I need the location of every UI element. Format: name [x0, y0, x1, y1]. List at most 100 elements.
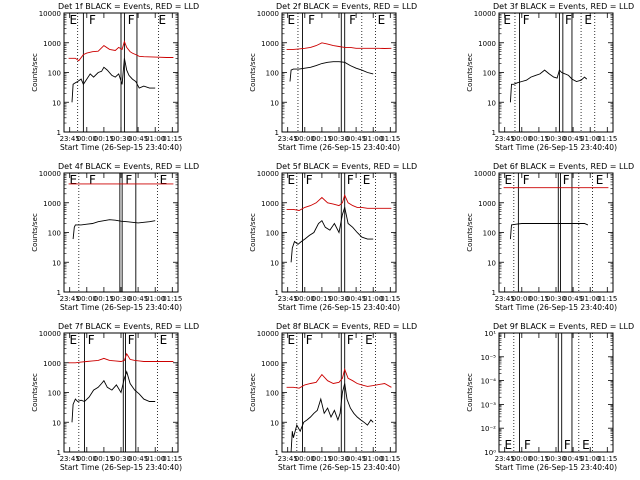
x-tick-label: 23:45 [60, 135, 80, 143]
plot-frame [281, 12, 397, 133]
y-tick-label: 100 [48, 70, 61, 78]
orbit-marker: F [349, 13, 356, 27]
orbit-marker: F [308, 13, 315, 27]
x-tick-label: 00:00 [295, 295, 315, 303]
x-tick-label: 23:45 [278, 135, 298, 143]
panel-title: Det 4f BLACK = Events, RED = LLD [58, 162, 199, 171]
orbit-marker: F [89, 13, 96, 27]
y-tick-label: 10⁻³ [481, 401, 497, 409]
panel-title: Det 8f BLACK = Events, RED = LLD [276, 322, 417, 331]
orbit-marker: F [128, 333, 135, 347]
y-axis-label: Counts/sec [249, 213, 257, 252]
x-tick-label: 23:45 [495, 455, 515, 463]
y-tick-label: 100 [483, 70, 496, 78]
y-tick-label: 10 [270, 99, 279, 107]
x-tick-label: 00:00 [295, 455, 315, 463]
lld-series-line [68, 40, 174, 62]
y-tick-label: 10000 [257, 10, 279, 18]
y-tick-label: 1000 [261, 360, 279, 368]
x-tick-label: 00:15 [312, 295, 332, 303]
y-tick-label: 100 [48, 230, 61, 238]
x-tick-label: 00:45 [563, 135, 583, 143]
x-tick-label: 00:15 [312, 135, 332, 143]
y-tick-label: 100 [483, 230, 496, 238]
x-axis-label: Start Time (26-Sep-15 23:40:40) [60, 303, 182, 312]
x-tick-label: 00:30 [111, 455, 131, 463]
orbit-marker: E [378, 13, 386, 27]
events-series-line [290, 205, 374, 263]
x-tick-label: 00:30 [111, 135, 131, 143]
y-tick-label: 1 [275, 289, 279, 297]
x-tick-label: 00:30 [329, 135, 349, 143]
x-axis-label: Start Time (26-Sep-15 23:40:40) [60, 463, 182, 472]
x-tick-label: 01:00 [363, 455, 383, 463]
events-series-line [290, 383, 374, 453]
events-series-line [509, 223, 589, 240]
y-tick-label: 10000 [39, 330, 61, 338]
x-axis-label: Start Time (26-Sep-15 23:40:40) [495, 303, 617, 312]
y-tick-label: 1 [275, 449, 279, 457]
x-tick-label: 00:15 [312, 455, 332, 463]
x-tick-label: 01:00 [145, 455, 165, 463]
y-tick-label: 1000 [478, 40, 496, 48]
y-tick-label: 10⁰ [484, 449, 496, 457]
y-tick-label: 10 [487, 259, 496, 267]
orbit-marker: E [288, 333, 296, 347]
x-tick-label: 00:15 [94, 135, 114, 143]
orbit-marker: F [524, 438, 531, 452]
x-tick-label: 00:15 [529, 135, 549, 143]
x-tick-label: 00:45 [563, 455, 583, 463]
detector-panel: Det 4f BLACK = Events, RED = LLD 1 10 100 10… [31, 162, 199, 312]
x-tick-label: 00:30 [329, 455, 349, 463]
panel-title: Det 6f BLACK = Events, RED = LLD [493, 162, 634, 171]
y-tick-label: 10 [487, 99, 496, 107]
x-tick-label: 00:00 [77, 295, 97, 303]
detector-panel: Det 1f BLACK = Events, RED = LLD 1 10 100 10… [31, 2, 199, 152]
y-axis-label: Counts/sec [249, 373, 257, 412]
orbit-marker: F [125, 173, 132, 187]
x-tick-label: 01:15 [597, 455, 617, 463]
x-axis-label: Start Time (26-Sep-15 23:40:40) [495, 463, 617, 472]
y-tick-label: 1 [57, 129, 61, 137]
y-tick-label: 10⁻⁴ [481, 378, 497, 386]
y-tick-label: 10000 [257, 330, 279, 338]
orbit-marker: F [306, 333, 313, 347]
x-tick-label: 01:00 [145, 295, 165, 303]
detector-panel: Det 5f BLACK = Events, RED = LLD 1 10 100 10… [249, 162, 417, 312]
y-tick-label: 10 [52, 259, 61, 267]
panel-title: Det 9f BLACK = Events, RED = LLD [493, 322, 634, 331]
x-tick-label: 00:00 [77, 455, 97, 463]
x-tick-label: 00:00 [512, 135, 532, 143]
x-tick-label: 23:45 [278, 455, 298, 463]
x-tick-label: 23:45 [60, 295, 80, 303]
plot-frame [63, 172, 179, 293]
plot-frame [498, 12, 614, 133]
x-tick-label: 00:45 [346, 455, 366, 463]
y-axis-label: Counts/sec [249, 53, 257, 92]
x-axis-label: Start Time (26-Sep-15 23:40:40) [495, 143, 617, 152]
x-tick-label: 00:15 [94, 295, 114, 303]
events-series-line [72, 219, 156, 240]
x-axis-label: Start Time (26-Sep-15 23:40:40) [278, 303, 400, 312]
y-tick-label: 10000 [257, 170, 279, 178]
orbit-marker: E [288, 13, 296, 27]
y-tick-label: 10 [270, 259, 279, 267]
y-tick-label: 1 [492, 129, 496, 137]
lld-series-line [286, 367, 392, 389]
detector-panel: Det 9f BLACK = Events, RED = LLD 10⁰ 10⁻² 1… [466, 322, 634, 472]
orbit-marker: E [160, 173, 168, 187]
panel-title: Det 5f BLACK = Events, RED = LLD [276, 162, 417, 171]
detector-panel: Det 7f BLACK = Events, RED = LLD 1 10 100 10… [31, 322, 199, 472]
events-series-line [71, 58, 156, 103]
x-axis-label: Start Time (26-Sep-15 23:40:40) [278, 143, 400, 152]
lld-series-line [286, 42, 392, 50]
x-tick-label: 00:30 [546, 135, 566, 143]
y-tick-label: 10000 [474, 10, 496, 18]
x-tick-label: 01:15 [380, 455, 400, 463]
x-tick-label: 01:15 [597, 135, 617, 143]
plot-frame [498, 332, 614, 453]
x-tick-label: 00:00 [295, 135, 315, 143]
x-tick-label: 00:45 [346, 135, 366, 143]
detector-panel: Det 2f BLACK = Events, RED = LLD 1 10 100 10… [249, 2, 417, 152]
